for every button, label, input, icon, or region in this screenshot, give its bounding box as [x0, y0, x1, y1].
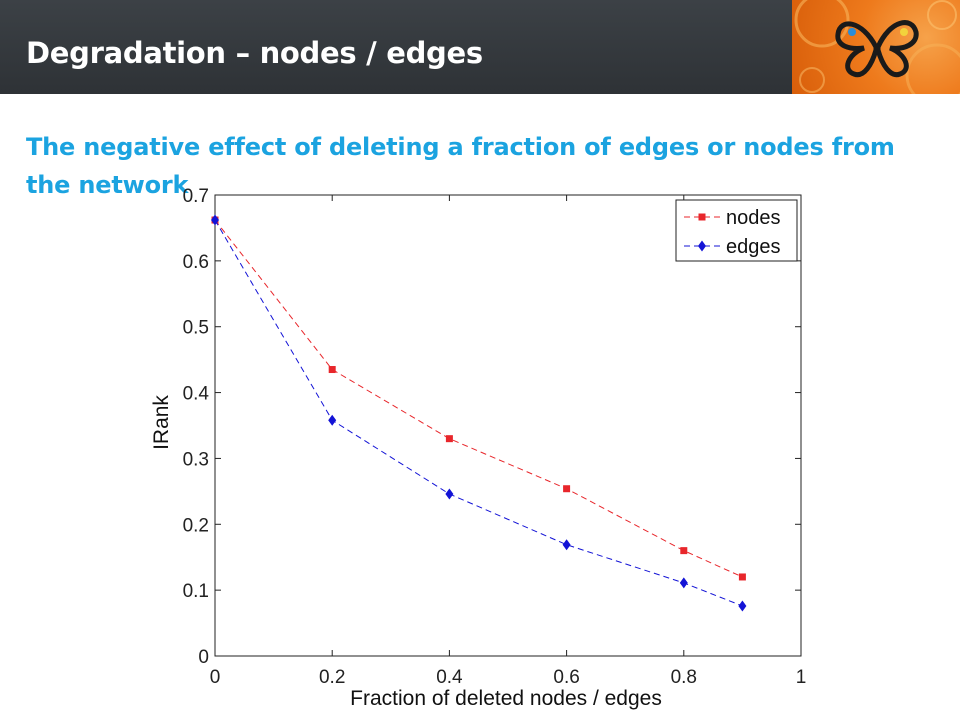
legend-marker-edges: [698, 240, 706, 252]
y-tick-label: 0.1: [183, 581, 209, 602]
slide-title: Degradation – nodes / edges: [26, 36, 483, 70]
y-tick-label: 0.5: [183, 318, 209, 339]
x-tick-label: 0.2: [319, 667, 345, 688]
data-point-edges: [211, 214, 219, 226]
data-point-edges: [738, 600, 747, 612]
data-point-nodes: [328, 366, 336, 374]
plot-frame: [214, 194, 802, 657]
x-tick-label: 1: [796, 667, 807, 688]
slide-header: Degradation – nodes / edges: [0, 0, 960, 94]
data-point-nodes: [738, 573, 746, 581]
x-tick-label: 0.4: [436, 667, 463, 688]
data-point-edges: [679, 577, 688, 589]
y-tick-label: 0.7: [183, 186, 209, 207]
series-line-edges: [214, 219, 743, 607]
y-tick-label: 0.2: [183, 515, 209, 536]
data-point-edges: [328, 414, 337, 426]
slide-subtitle: The negative effect of deleting a fracti…: [26, 133, 895, 199]
legend-box: [675, 199, 798, 262]
y-tick-label: 0: [198, 647, 209, 668]
data-point-edges: [562, 539, 571, 551]
y-tick-label: 0.3: [183, 449, 209, 470]
butterfly-logo-icon: [794, 0, 960, 94]
x-axis-label: Fraction of deleted nodes / edges: [350, 687, 662, 710]
data-point-nodes: [563, 485, 571, 493]
legend-marker-nodes: [698, 213, 706, 221]
legend-label-edges: edges: [726, 236, 781, 258]
y-axis-label: IRank: [150, 395, 173, 450]
data-point-nodes: [680, 547, 688, 555]
legend-label-nodes: nodes: [726, 207, 781, 229]
x-tick-label: 0.6: [553, 667, 579, 688]
data-point-edges: [445, 488, 454, 500]
x-tick-label: 0.8: [671, 667, 697, 688]
y-tick-label: 0.4: [183, 384, 210, 405]
x-tick-label: 0: [210, 667, 221, 688]
logo-panel: [792, 0, 960, 94]
y-tick-label: 0.6: [183, 252, 209, 273]
data-point-nodes: [445, 435, 453, 443]
